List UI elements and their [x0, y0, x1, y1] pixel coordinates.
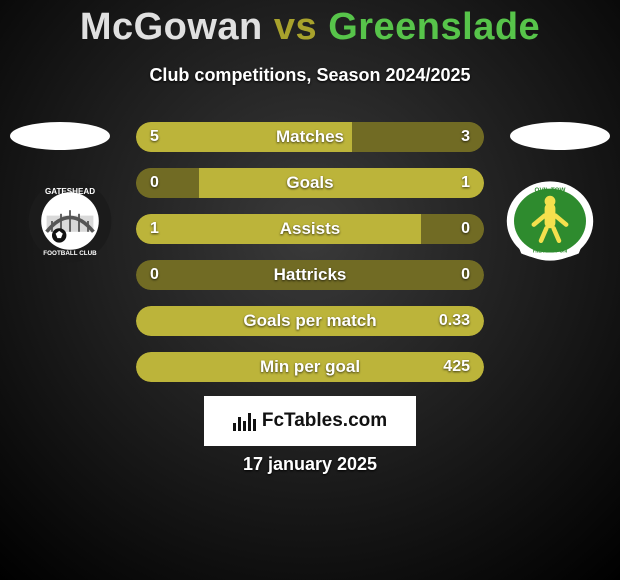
- svg-text:GATESHEAD: GATESHEAD: [45, 187, 95, 196]
- comparison-card: McGowan vs Greenslade Club competitions,…: [0, 0, 620, 580]
- yeovil-badge-icon: OVIL TOW HIEVE BY UN: [500, 176, 600, 266]
- club-crest-left: GATESHEAD FOOTBALL CLUB: [20, 176, 120, 266]
- branding-badge: FcTables.com: [204, 396, 416, 446]
- stat-label: Goals: [136, 168, 484, 198]
- player-photo-placeholder-left: [10, 122, 110, 150]
- page-title: McGowan vs Greenslade: [0, 0, 620, 49]
- stats-bars: 53Matches 01Goals 10Assists 00Hattricks 0.33…: [136, 122, 484, 398]
- stat-label: Assists: [136, 214, 484, 244]
- branding-text: FcTables.com: [262, 410, 387, 432]
- date-text: 17 january 2025: [0, 454, 620, 475]
- stat-row: 01Goals: [136, 168, 484, 198]
- stat-label: Goals per match: [136, 306, 484, 336]
- stat-row: 00Hattricks: [136, 260, 484, 290]
- stat-label: Matches: [136, 122, 484, 152]
- title-right-player: Greenslade: [328, 6, 540, 48]
- gateshead-badge-icon: GATESHEAD FOOTBALL CLUB: [20, 176, 120, 266]
- stat-row: 10Assists: [136, 214, 484, 244]
- stat-label: Min per goal: [136, 352, 484, 382]
- subtitle: Club competitions, Season 2024/2025: [0, 65, 620, 86]
- stat-row: 53Matches: [136, 122, 484, 152]
- svg-text:OVIL TOW: OVIL TOW: [535, 187, 566, 194]
- club-crest-right: OVIL TOW HIEVE BY UN: [500, 176, 600, 266]
- fctables-logo-icon: [233, 411, 256, 431]
- title-left-player: McGowan: [80, 6, 263, 48]
- svg-text:HIEVE BY UN: HIEVE BY UN: [533, 249, 567, 255]
- player-photo-placeholder-right: [510, 122, 610, 150]
- stat-label: Hattricks: [136, 260, 484, 290]
- stat-row: 0.33Goals per match: [136, 306, 484, 336]
- stat-row: 425Min per goal: [136, 352, 484, 382]
- svg-text:FOOTBALL CLUB: FOOTBALL CLUB: [43, 250, 97, 257]
- title-vs: vs: [274, 6, 317, 48]
